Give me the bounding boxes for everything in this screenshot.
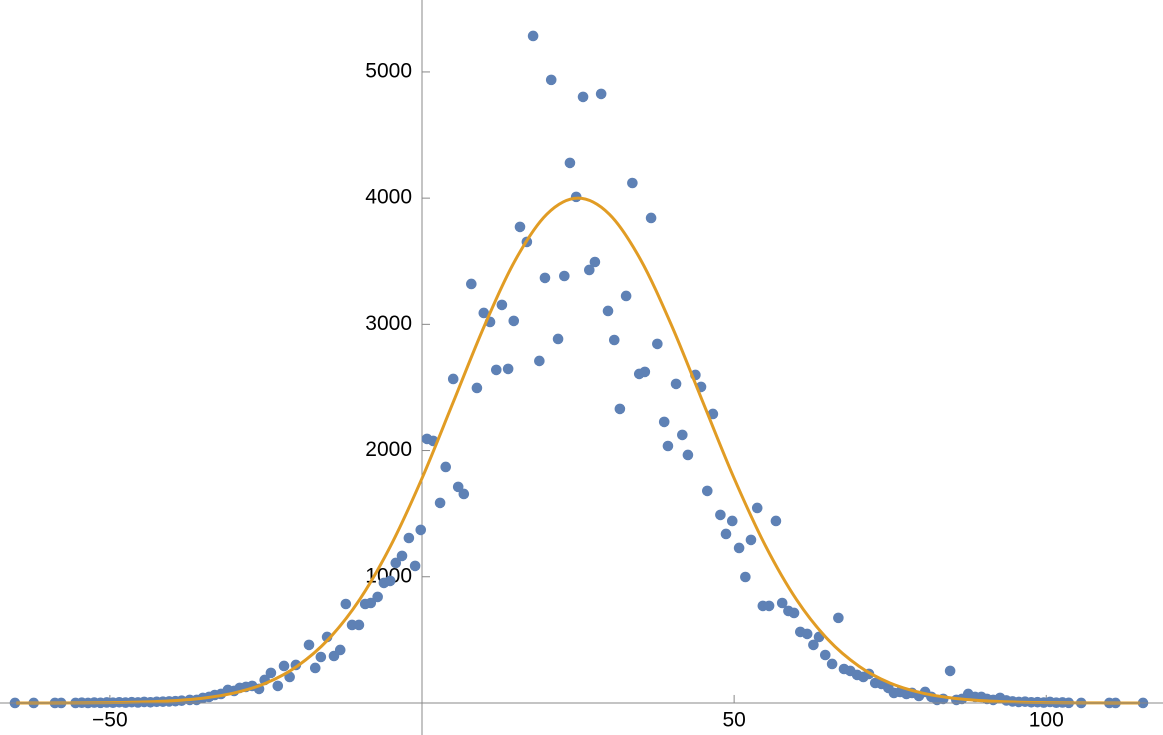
data-point [944, 665, 956, 677]
data-point [315, 651, 327, 663]
x-tick-label: −50 [92, 708, 128, 731]
data-point [833, 612, 844, 624]
data-point [662, 440, 674, 452]
data-point [303, 639, 315, 651]
data-point [403, 532, 415, 544]
data-point [740, 571, 751, 583]
data-point [670, 378, 682, 390]
data-point [577, 91, 589, 103]
data-point [490, 364, 502, 376]
data-point [278, 660, 290, 672]
data-point [514, 221, 526, 233]
data-point [458, 488, 470, 500]
data-point [334, 644, 346, 656]
data-point [715, 509, 726, 521]
data-point [751, 502, 763, 514]
data-point [559, 270, 570, 282]
data-point [645, 212, 657, 224]
data-point [733, 542, 745, 554]
data-point [701, 485, 713, 497]
y-tick-label: 4000 [365, 186, 412, 209]
y-tick-label: 3000 [365, 312, 412, 335]
data-point [658, 416, 670, 428]
x-tick-label: 50 [722, 708, 745, 731]
data-point [652, 338, 663, 350]
data-point [826, 658, 838, 670]
data-point [353, 619, 365, 631]
data-point [808, 639, 819, 651]
data-point [539, 272, 551, 284]
data-point [409, 560, 421, 572]
y-tick-label: 5000 [365, 59, 412, 82]
data-point [372, 591, 383, 603]
data-point [627, 177, 638, 189]
data-point [496, 299, 508, 311]
data-point [527, 30, 539, 42]
data-point [390, 557, 402, 569]
data-point [434, 497, 446, 509]
data-point [265, 667, 277, 679]
data-point [478, 307, 490, 319]
fit-curve [16, 196, 1140, 705]
data-point [309, 662, 321, 674]
data-point [745, 534, 757, 546]
data-point [819, 649, 831, 661]
data-point [726, 515, 738, 527]
data-point [788, 607, 800, 619]
data-point [589, 256, 601, 268]
data-point [639, 366, 651, 378]
y-tick-label: 2000 [365, 438, 412, 461]
data-point [384, 575, 396, 587]
data-point [614, 403, 626, 415]
data-point [440, 461, 452, 473]
data-point [763, 600, 775, 612]
data-point [396, 550, 408, 562]
data-point [365, 597, 377, 609]
data-point [776, 597, 788, 609]
data-point [466, 278, 477, 290]
data-point [564, 157, 576, 169]
data-point [552, 333, 564, 345]
data-point [452, 481, 464, 493]
data-point [447, 373, 459, 385]
data-point [415, 524, 427, 536]
data-point [272, 680, 284, 692]
data-point [545, 74, 557, 86]
data-point [608, 334, 620, 346]
data-point [508, 315, 520, 327]
data-point [770, 515, 782, 527]
data-point [682, 449, 694, 461]
data-point [595, 88, 607, 100]
data-point [584, 264, 595, 276]
data-point [677, 429, 688, 441]
data-point [502, 363, 514, 375]
data-point [620, 290, 632, 302]
data-point [801, 628, 813, 640]
data-point [471, 382, 483, 394]
data-point [534, 355, 545, 367]
data-point [340, 598, 352, 610]
data-point [720, 528, 732, 540]
data-point [602, 305, 614, 317]
x-tick-label: 100 [1029, 708, 1064, 731]
